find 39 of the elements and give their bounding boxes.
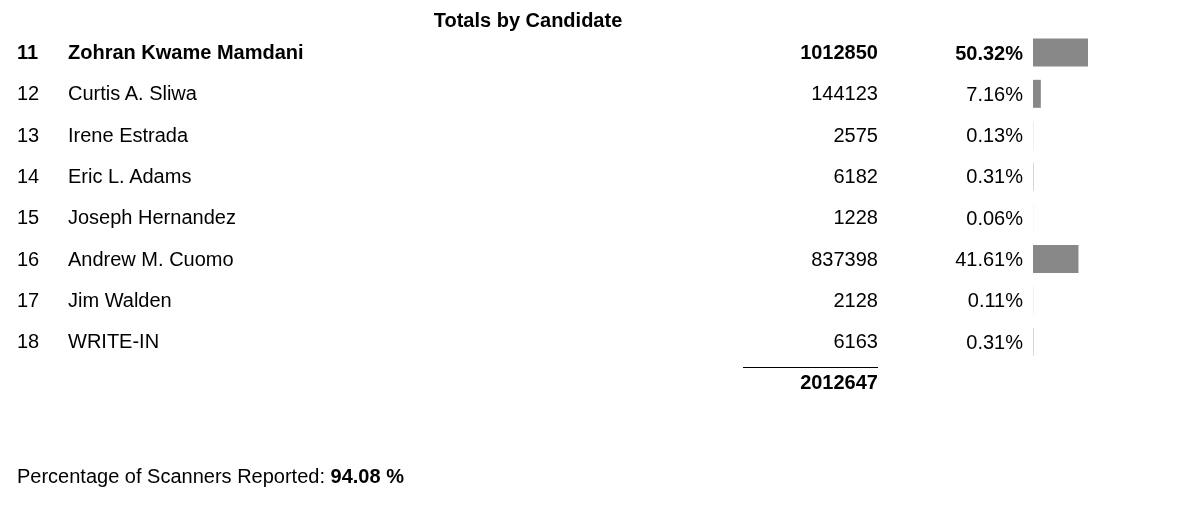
y-tick-label: Jim Walden [68,289,172,312]
text: 13 [17,122,40,147]
data-label: 0.13% [966,124,1024,147]
text: 15 [17,205,40,230]
text: 6182 [833,164,878,189]
data-label: 0.06% [966,206,1024,229]
text: Totals by Candidate [432,8,624,32]
data-label: 0.31% [966,165,1024,188]
text: 2575 [833,122,878,147]
text: 2128 [833,288,878,313]
y-tick-label: Zohran Kwame Mamdani [68,41,304,64]
text: 12 [17,81,40,106]
y-tick-label: Curtis A. Sliwa [68,82,198,105]
y-tick-label: Andrew M. Cuomo [68,247,234,270]
y-tick-label: WRITE-IN [68,330,160,353]
bar [1033,38,1088,67]
text: 6163 [833,329,878,354]
data-label: 0.31% [966,330,1024,353]
text: 17 [17,288,40,313]
text: Percentage of Scanners Reported: [17,465,325,487]
text: 1012850 [800,40,878,65]
bar [1033,245,1079,274]
text: 18 [17,329,40,354]
text: 1228 [833,205,878,230]
text: 837398 [811,246,878,271]
data-label: 50.32% [955,41,1024,64]
y-tick-label: Irene Estrada [68,123,189,146]
data-label: 7.16% [966,82,1024,105]
text: 94.08 % [330,465,404,487]
data-label: 41.61% [955,248,1024,271]
text: 14 [17,164,40,189]
text: 144123 [811,81,878,106]
text: 2012647 [743,367,878,394]
y-tick-label: Eric L. Adams [68,165,192,188]
text: 16 [17,246,40,271]
data-label: 0.11% [967,289,1024,312]
text: 11 [17,40,39,65]
y-tick-label: Joseph Hernandez [68,206,236,229]
bar [1033,79,1041,108]
